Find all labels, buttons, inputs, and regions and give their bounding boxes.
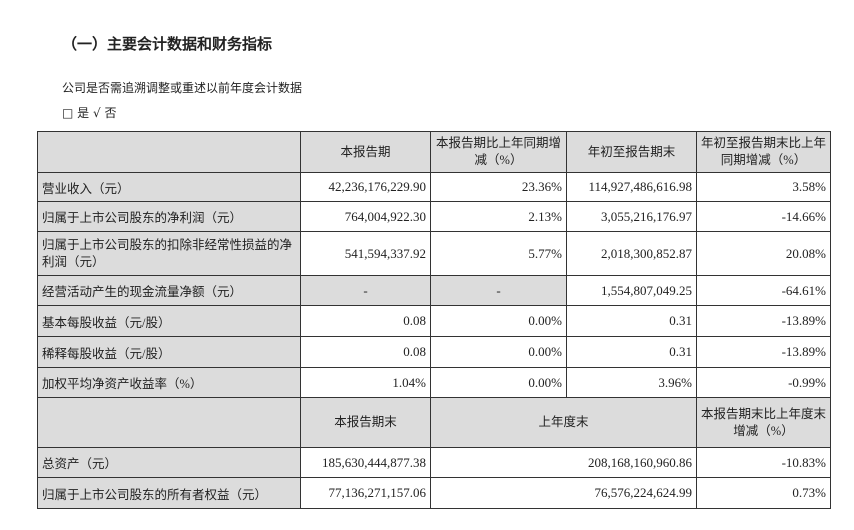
header-cell: 本报告期末比上年度末增减（%） — [696, 397, 831, 448]
cell: 541,594,337.92 — [300, 231, 431, 276]
header-cell: 年初至报告期末比上年同期增减（%） — [696, 131, 831, 173]
cell: -13.89% — [696, 305, 831, 337]
row-label: 归属于上市公司股东的所有者权益（元） — [37, 477, 301, 509]
cell: 0.00% — [430, 336, 567, 368]
table-row: 归属于上市公司股东的所有者权益（元） 77,136,271,157.06 76,… — [37, 477, 831, 509]
header-cell: 本报告期末 — [300, 397, 431, 448]
header-row: 本报告期 本报告期比上年同期增减（%） 年初至报告期末 年初至报告期末比上年同期… — [37, 131, 831, 173]
check-icon: √ — [93, 106, 101, 120]
cell: 0.08 — [300, 336, 431, 368]
cell: -0.99% — [696, 367, 831, 398]
table-row: 营业收入（元） 42,236,176,229.90 23.36% 114,927… — [37, 172, 831, 202]
cell: 0.00% — [430, 367, 567, 398]
table-row: 归属于上市公司股东的净利润（元） 764,004,922.30 2.13% 3,… — [37, 201, 831, 232]
restatement-question: 公司是否需追溯调整或重述以前年度会计数据 — [62, 81, 303, 95]
row-label: 总资产（元） — [37, 447, 301, 478]
option-yes-label: 是 — [77, 106, 90, 120]
checkbox-yes: □ — [62, 106, 74, 120]
cell: 3.96% — [566, 367, 697, 398]
header-cell — [37, 397, 301, 448]
header-cell: 上年度末 — [430, 397, 697, 448]
table-row: 稀释每股收益（元/股） 0.08 0.00% 0.31 -13.89% — [37, 336, 831, 368]
table-row: 基本每股收益（元/股） 0.08 0.00% 0.31 -13.89% — [37, 305, 831, 337]
cell: 185,630,444,877.38 — [300, 447, 431, 478]
cell: 0.31 — [566, 336, 697, 368]
cell: 77,136,271,157.06 — [300, 477, 431, 509]
header-cell — [37, 131, 301, 173]
table-row: 经营活动产生的现金流量净额（元） - - 1,554,807,049.25 -6… — [37, 275, 831, 306]
option-no-label: 否 — [104, 106, 117, 120]
header-cell: 本报告期比上年同期增减（%） — [430, 131, 567, 173]
cell: 0.00% — [430, 305, 567, 337]
row-label: 营业收入（元） — [37, 172, 301, 202]
row-label: 稀释每股收益（元/股） — [37, 336, 301, 368]
table-row: 加权平均净资产收益率（%） 1.04% 0.00% 3.96% -0.99% — [37, 367, 831, 398]
cell: -64.61% — [696, 275, 831, 306]
row-label: 基本每股收益（元/股） — [37, 305, 301, 337]
cell: 114,927,486,616.98 — [566, 172, 697, 202]
cell: 208,168,160,960.86 — [430, 447, 697, 478]
cell: 2,018,300,852.87 — [566, 231, 697, 276]
cell: 20.08% — [696, 231, 831, 276]
table-row: 归属于上市公司股东的扣除非经常性损益的净利润（元） 541,594,337.92… — [37, 231, 831, 276]
cell: 2.13% — [430, 201, 567, 232]
cell: 76,576,224,624.99 — [430, 477, 697, 509]
row-label: 归属于上市公司股东的净利润（元） — [37, 201, 301, 232]
cell: 1,554,807,049.25 — [566, 275, 697, 306]
cell: -10.83% — [696, 447, 831, 478]
table-row: 总资产（元） 185,630,444,877.38 208,168,160,96… — [37, 447, 831, 478]
cell: -13.89% — [696, 336, 831, 368]
cell: 0.31 — [566, 305, 697, 337]
financial-indicators-table: 本报告期 本报告期比上年同期增减（%） 年初至报告期末 年初至报告期末比上年同期… — [37, 131, 831, 509]
cell: -14.66% — [696, 201, 831, 232]
cell: 0.08 — [300, 305, 431, 337]
cell: 3.58% — [696, 172, 831, 202]
row-label: 经营活动产生的现金流量净额（元） — [37, 275, 301, 306]
cell: 42,236,176,229.90 — [300, 172, 431, 202]
cell: 3,055,216,176.97 — [566, 201, 697, 232]
cell: 23.36% — [430, 172, 567, 202]
cell: 5.77% — [430, 231, 567, 276]
restatement-options: □ 是 √ 否 — [62, 104, 117, 121]
cell: 0.73% — [696, 477, 831, 509]
header-row-2: 本报告期末 上年度末 本报告期末比上年度末增减（%） — [37, 397, 831, 448]
row-label: 加权平均净资产收益率（%） — [37, 367, 301, 398]
cell: - — [300, 275, 431, 306]
header-cell: 本报告期 — [300, 131, 431, 173]
row-label: 归属于上市公司股东的扣除非经常性损益的净利润（元） — [37, 231, 301, 276]
cell: 1.04% — [300, 367, 431, 398]
cell: 764,004,922.30 — [300, 201, 431, 232]
cell: - — [430, 275, 567, 306]
header-cell: 年初至报告期末 — [566, 131, 697, 173]
section-title: （一）主要会计数据和财务指标 — [62, 35, 273, 53]
